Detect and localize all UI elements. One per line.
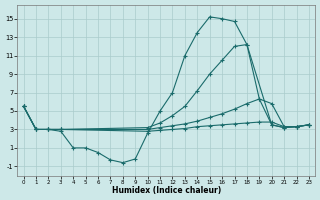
X-axis label: Humidex (Indice chaleur): Humidex (Indice chaleur) [112,186,221,195]
